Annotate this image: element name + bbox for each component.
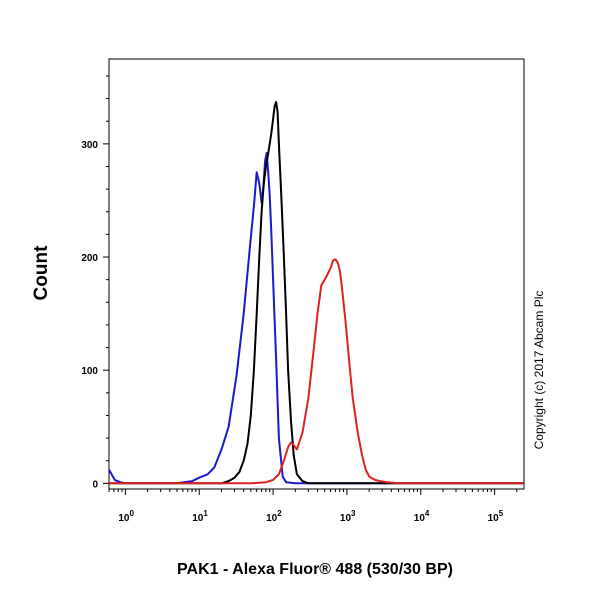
y-axis: 0 100 200 300	[81, 75, 109, 490]
x-tick-label: 105	[488, 509, 504, 524]
y-tick-label: 200	[81, 253, 98, 264]
series-line-3	[109, 258, 524, 485]
x-tick-label: 100	[118, 509, 134, 524]
y-axis-title: Count	[31, 245, 52, 301]
y-tick-label: 100	[81, 366, 98, 377]
x-axis: 100 101 102 103 104 105	[108, 489, 518, 524]
x-tick-label: 101	[192, 509, 208, 524]
copyright-annotation: Copyright (c) 2017 Abcam Plc	[532, 291, 546, 450]
x-tick-label: 104	[414, 509, 430, 524]
x-tick-label: 102	[266, 509, 282, 524]
y-tick-label: 0	[92, 479, 98, 490]
x-tick-label: 103	[340, 509, 356, 524]
series-layer	[108, 101, 524, 485]
series-line-2	[109, 101, 524, 485]
x-axis-title: PAK1 - Alexa Fluor® 488 (530/30 BP)	[177, 561, 453, 578]
plot-frame	[108, 58, 525, 490]
y-tick-label: 300	[81, 140, 98, 151]
